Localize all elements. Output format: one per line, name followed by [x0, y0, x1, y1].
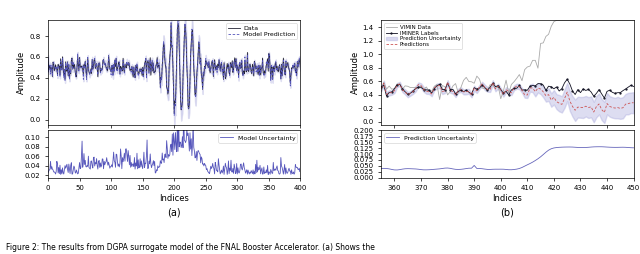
Model Prediction — [170, 114, 178, 117]
Data — [135, 72, 143, 75]
Line: Data: Data — [48, 23, 300, 114]
Line: Model Uncertainty: Model Uncertainty — [48, 113, 300, 174]
Predictions — [412, 87, 420, 90]
Predictions — [489, 81, 497, 84]
VIMIN Data — [489, 84, 497, 87]
Prediction Uncertainty — [515, 167, 523, 170]
Text: (a): (a) — [168, 207, 181, 217]
Data — [44, 57, 52, 60]
Line: VIMIN Data: VIMIN Data — [381, 20, 634, 100]
Model Prediction — [296, 67, 304, 70]
Model Prediction — [135, 72, 143, 75]
Line: Predictions: Predictions — [381, 82, 634, 113]
Data — [167, 22, 175, 25]
Model Prediction — [230, 60, 238, 63]
IMINER Labels — [412, 87, 420, 90]
Predictions — [508, 91, 515, 94]
Legend: Data, Model Prediction: Data, Model Prediction — [226, 23, 298, 39]
Data — [230, 60, 238, 64]
Text: (b): (b) — [500, 207, 515, 217]
Line: IMINER Labels: IMINER Labels — [380, 78, 634, 99]
Data — [172, 81, 180, 84]
Model Uncertainty — [135, 166, 143, 169]
Prediction Uncertainty — [595, 145, 603, 148]
Predictions — [630, 101, 637, 104]
Model Uncertainty — [44, 171, 52, 174]
IMINER Labels — [449, 88, 457, 91]
Model Uncertainty — [180, 111, 188, 114]
Prediction Uncertainty — [614, 146, 621, 149]
VIMIN Data — [553, 19, 561, 22]
Legend: Model Uncertainty: Model Uncertainty — [218, 133, 298, 142]
Predictions — [452, 93, 460, 97]
Data — [296, 66, 304, 69]
Prediction Uncertainty — [452, 168, 460, 171]
Model Prediction — [184, 78, 191, 81]
VIMIN Data — [412, 86, 420, 89]
Prediction Uncertainty — [630, 146, 637, 149]
X-axis label: Indices: Indices — [159, 194, 189, 203]
IMINER Labels — [614, 91, 621, 94]
Model Prediction — [174, 20, 182, 23]
IMINER Labels — [630, 85, 637, 88]
Prediction Uncertainty — [489, 168, 497, 171]
Prediction Uncertainty — [378, 167, 385, 170]
Predictions — [378, 87, 385, 90]
Data — [77, 65, 84, 68]
Data — [170, 112, 178, 115]
VIMIN Data — [614, 19, 621, 22]
Model Uncertainty — [77, 166, 84, 169]
Line: Prediction Uncertainty: Prediction Uncertainty — [381, 147, 634, 170]
Predictions — [515, 85, 523, 88]
IMINER Labels — [600, 97, 608, 100]
Prediction Uncertainty — [394, 168, 401, 171]
X-axis label: Indices: Indices — [492, 194, 522, 203]
Model Uncertainty — [171, 148, 179, 151]
Model Uncertainty — [230, 172, 237, 175]
IMINER Labels — [563, 78, 571, 81]
Model Prediction — [77, 67, 84, 70]
Model Prediction — [206, 68, 214, 71]
VIMIN Data — [630, 19, 637, 22]
Model Prediction — [172, 104, 179, 107]
IMINER Labels — [486, 86, 494, 89]
Predictions — [614, 106, 621, 109]
IMINER Labels — [513, 87, 520, 90]
Line: Model Prediction: Model Prediction — [48, 21, 300, 115]
Data — [184, 79, 191, 82]
VIMIN Data — [452, 82, 460, 85]
Legend: VIMIN Data, IMINER Labels, Prediction Uncertainty, Predictions: VIMIN Data, IMINER Labels, Prediction Un… — [384, 23, 462, 49]
VIMIN Data — [378, 90, 385, 93]
Text: Figure 2: The results from DGPA surrogate model of the FNAL Booster Accelerator.: Figure 2: The results from DGPA surrogat… — [6, 243, 375, 251]
Model Uncertainty — [264, 173, 272, 176]
Prediction Uncertainty — [415, 168, 422, 171]
Data — [206, 71, 214, 74]
VIMIN Data — [436, 98, 444, 101]
Model Uncertainty — [205, 172, 213, 175]
Predictions — [600, 111, 608, 114]
IMINER Labels — [505, 93, 513, 97]
Predictions — [444, 81, 451, 84]
IMINER Labels — [378, 85, 385, 88]
Model Uncertainty — [296, 167, 304, 170]
Y-axis label: Amplitude: Amplitude — [17, 51, 26, 94]
Model Uncertainty — [183, 128, 191, 131]
VIMIN Data — [508, 83, 515, 86]
Model Prediction — [44, 56, 52, 59]
Prediction Uncertainty — [508, 168, 515, 171]
VIMIN Data — [515, 73, 523, 76]
Y-axis label: Amplitude: Amplitude — [351, 51, 360, 94]
Legend: Prediction Uncertainty: Prediction Uncertainty — [384, 133, 476, 142]
